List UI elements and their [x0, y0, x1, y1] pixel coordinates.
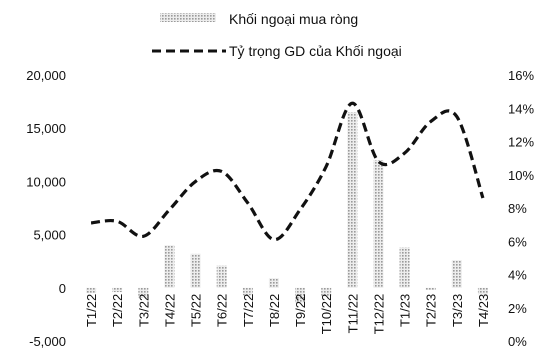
bar: [190, 253, 201, 288]
series-line: [90, 101, 485, 242]
y-right-tick-label: 2%: [508, 301, 527, 316]
x-tick-label: T2/22: [110, 294, 125, 327]
y-right-tick-label: 10%: [508, 168, 534, 183]
y-right-tick-label: 8%: [508, 201, 527, 216]
y-right-tick-label: 16%: [508, 68, 534, 83]
y-left-tick-label: 5,000: [33, 228, 66, 243]
legend-label-line: Tỷ trọng GD của Khối ngoại: [229, 43, 402, 59]
x-tick-label: T11/22: [345, 294, 360, 334]
y-left-tick-label: -5,000: [29, 334, 66, 349]
bar: [451, 260, 462, 288]
x-tick-label: T8/22: [267, 294, 282, 327]
bar: [295, 287, 306, 303]
bar: [164, 245, 175, 288]
bar: [86, 287, 97, 294]
x-tick-label: T2/23: [424, 294, 439, 327]
x-tick-label: T3/22: [136, 294, 151, 327]
bar: [347, 112, 358, 288]
x-tick-label: T5/22: [189, 294, 204, 327]
y-left-tick-label: 10,000: [26, 174, 66, 189]
y-left-tick-label: 20,000: [26, 68, 66, 83]
legend-label-bars: Khối ngoại mua ròng: [229, 11, 358, 27]
bar: [138, 287, 149, 298]
bar: [112, 287, 123, 293]
bar: [477, 287, 488, 295]
bar: [216, 265, 227, 288]
x-tick-label: T9/22: [293, 294, 308, 327]
y-right-tick-label: 6%: [508, 234, 527, 249]
y-right-tick-label: 4%: [508, 268, 527, 283]
y-right-tick-label: 14%: [508, 101, 534, 116]
y-right-tick-label: 12%: [508, 135, 534, 150]
x-tick-label: T10/22: [319, 294, 334, 334]
y-left-tick-label: 15,000: [26, 121, 66, 136]
bar: [399, 247, 410, 288]
x-tick-label: T12/22: [371, 294, 386, 334]
x-tick-label: T7/22: [241, 294, 256, 327]
x-tick-label: T3/23: [450, 294, 465, 327]
bar: [268, 278, 279, 288]
bar: [242, 287, 253, 296]
bar: [373, 160, 384, 288]
legend-swatch-bars: [160, 13, 216, 22]
y-left-tick-label: 0: [59, 281, 66, 296]
x-tick-label: T6/22: [215, 294, 230, 327]
x-tick-label: T4/23: [476, 294, 491, 327]
y-right-tick-label: 0%: [508, 334, 527, 349]
bar: [425, 287, 436, 290]
x-tick-label: T1/22: [84, 294, 99, 327]
x-tick-label: T4/22: [162, 294, 177, 327]
x-tick-label: T1/23: [398, 294, 413, 327]
bar: [321, 287, 332, 297]
